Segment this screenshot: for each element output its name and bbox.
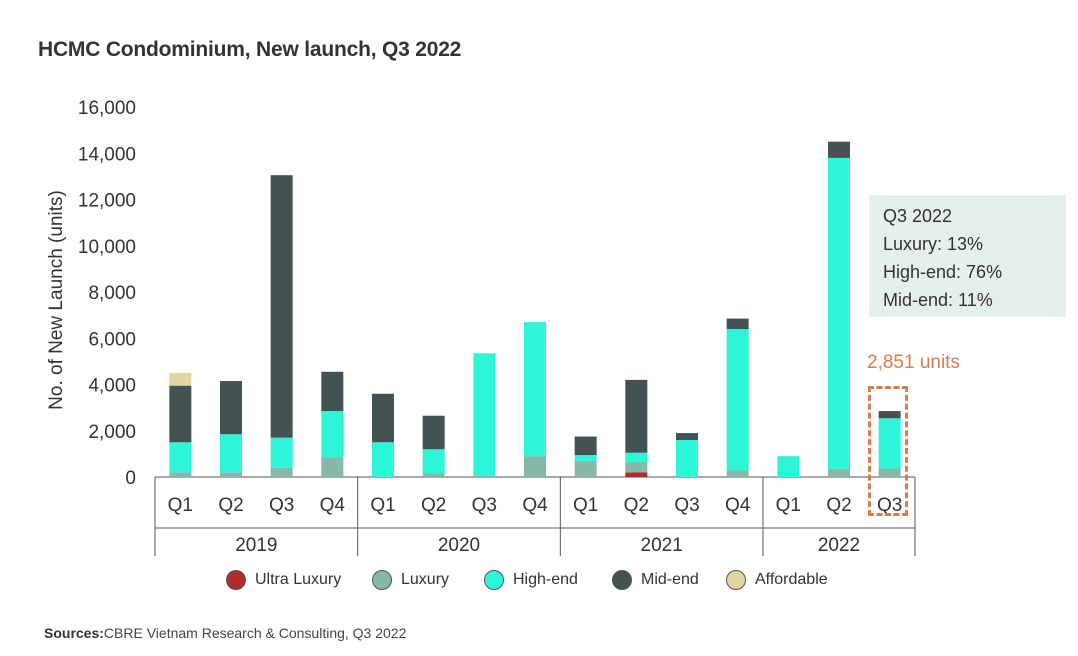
sources-note: Sources:CBRE Vietnam Research & Consulti… <box>44 625 406 641</box>
bar-segment-mid-end <box>878 411 901 419</box>
x-tick-label: Q3 <box>472 495 497 516</box>
bar-segment-high-end <box>220 434 242 473</box>
y-tick-label: 10,000 <box>78 237 136 258</box>
y-tick-label: 12,000 <box>78 191 136 212</box>
callout-line: Mid-end: 11% <box>883 290 993 310</box>
bar-segment-luxury <box>220 472 242 477</box>
bar-segment-mid-end <box>625 379 648 453</box>
legend-item-ultra-luxury: Ultra Luxury <box>226 570 341 590</box>
bar-segment-high-end <box>372 442 394 477</box>
x-tick-label: Q4 <box>320 495 346 516</box>
bar-segment-high-end <box>473 353 496 476</box>
x-tick-label: Q1 <box>370 495 395 516</box>
bar-segment-mid-end <box>220 381 242 435</box>
x-tick-label: Q3 <box>674 495 699 516</box>
bar-segment-affordable <box>169 372 192 386</box>
bar-segment-luxury <box>473 475 496 477</box>
legend-label: Affordable <box>755 571 828 588</box>
legend-item-affordable: Affordable <box>726 570 828 590</box>
x-group-label: 2019 <box>235 535 277 556</box>
x-tick-label: Q4 <box>725 495 751 516</box>
bar-segment-high-end <box>169 442 192 473</box>
legend-item-luxury: Luxury <box>372 570 449 590</box>
x-tick-label: Q2 <box>624 495 649 516</box>
ultra-luxury-swatch <box>226 570 246 590</box>
legend-label: Luxury <box>401 571 450 588</box>
bar-segment-luxury <box>524 456 546 477</box>
bar-segment-high-end <box>524 322 546 457</box>
bar-segment-mid-end <box>169 385 192 443</box>
mid-end-swatch <box>612 570 632 590</box>
bar-segment-luxury <box>574 460 597 477</box>
x-tick-label: Q1 <box>168 495 193 516</box>
y-tick-label: 4,000 <box>88 376 136 397</box>
sources-label: Sources: <box>44 625 104 641</box>
bar-segment-luxury <box>726 470 749 477</box>
bar-segment-mid-end <box>726 318 749 329</box>
x-tick-label: Q2 <box>826 495 851 516</box>
x-group-label: 2022 <box>818 535 860 556</box>
chart-title: HCMC Condominium, New launch, Q3 2022 <box>38 38 462 61</box>
x-tick-label: Q3 <box>269 495 294 516</box>
callout-line: Q3 2022 <box>883 206 953 226</box>
bar-segment-mid-end <box>321 371 344 412</box>
bar-segment-mid-end <box>372 393 394 443</box>
y-axis-label: No. of New Launch (units) <box>46 190 67 410</box>
bar-segment-high-end <box>270 437 293 468</box>
callout-line: Luxury: 13% <box>883 234 984 254</box>
bar-segment-ultra-luxury <box>625 472 648 477</box>
x-tick-label: Q3 <box>877 495 902 516</box>
x-tick-label: Q4 <box>522 495 548 516</box>
bar-segment-mid-end <box>270 175 293 438</box>
legend-item-high-end: High-end <box>484 570 578 590</box>
bar-segment-mid-end <box>574 436 597 456</box>
bar-segment-luxury <box>828 468 850 477</box>
bar-segment-high-end <box>676 440 698 477</box>
y-tick-label: 6,000 <box>88 329 136 350</box>
bar-segment-high-end <box>828 157 850 469</box>
bar-segment-high-end <box>422 449 445 474</box>
x-tick-label: Q1 <box>573 495 598 516</box>
x-tick-label: Q1 <box>776 495 801 516</box>
x-tick-label: Q2 <box>218 495 243 516</box>
sources-text: CBRE Vietnam Research & Consulting, Q3 2… <box>103 625 407 641</box>
bar-segment-high-end <box>321 411 344 458</box>
x-group-label: 2021 <box>641 535 683 556</box>
x-group-label: 2020 <box>438 535 480 556</box>
bar-segment-luxury <box>321 457 344 477</box>
bar-segment-luxury <box>625 461 648 473</box>
legend-label: Mid-end <box>641 571 699 588</box>
bar-segment-luxury <box>878 468 901 477</box>
x-tick-label: Q2 <box>421 495 446 516</box>
bar-segment-luxury <box>422 473 445 477</box>
bar-segment-high-end <box>625 452 648 462</box>
luxury-swatch <box>372 570 392 590</box>
bar-segment-high-end <box>777 456 800 477</box>
legend-item-mid-end: Mid-end <box>612 570 699 590</box>
high-end-swatch <box>484 570 504 590</box>
y-tick-label: 14,000 <box>78 144 136 165</box>
bar-segment-mid-end <box>422 415 445 450</box>
bar-segment-luxury <box>270 467 293 477</box>
q3-2022-breakdown-callout: Q3 2022 Luxury: 13% High-end: 76% Mid-en… <box>869 195 1066 317</box>
bar-segment-luxury <box>169 472 192 477</box>
legend-label: Ultra Luxury <box>255 571 342 588</box>
callout-line: High-end: 76% <box>883 262 1003 282</box>
q3-2022-highlight-box <box>868 386 908 516</box>
legend-label: High-end <box>513 571 578 588</box>
bar-segment-high-end <box>878 418 901 469</box>
q3-2022-units-label: 2,851 units <box>867 352 960 373</box>
affordable-swatch <box>726 570 746 590</box>
bar-segment-high-end <box>574 455 597 461</box>
bar-segment-high-end <box>726 329 749 471</box>
y-tick-label: 16,000 <box>78 98 136 119</box>
y-tick-label: 2,000 <box>88 422 136 443</box>
bar-segment-mid-end <box>828 141 850 158</box>
y-tick-label: 0 <box>125 468 136 489</box>
y-tick-label: 8,000 <box>88 283 136 304</box>
bar-segment-mid-end <box>676 433 698 440</box>
